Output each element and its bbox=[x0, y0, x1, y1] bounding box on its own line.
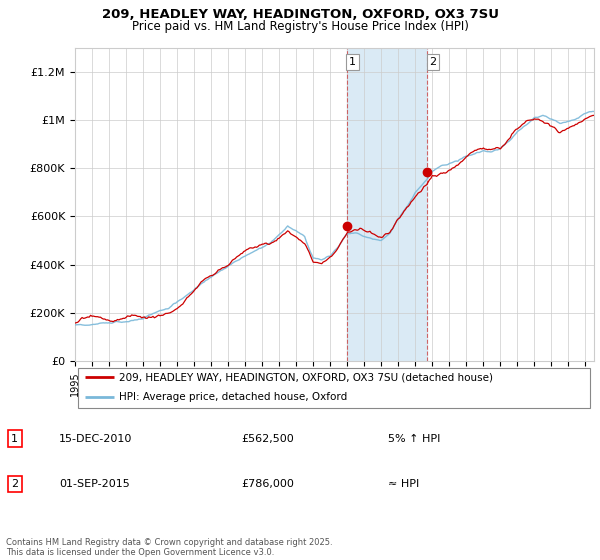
Text: 2: 2 bbox=[429, 57, 436, 67]
Text: 209, HEADLEY WAY, HEADINGTON, OXFORD, OX3 7SU: 209, HEADLEY WAY, HEADINGTON, OXFORD, OX… bbox=[101, 8, 499, 21]
Text: £786,000: £786,000 bbox=[241, 479, 294, 489]
Bar bbox=[347, 48, 427, 361]
Text: 2: 2 bbox=[11, 479, 19, 489]
Text: 209, HEADLEY WAY, HEADINGTON, OXFORD, OX3 7SU (detached house): 209, HEADLEY WAY, HEADINGTON, OXFORD, OX… bbox=[119, 372, 493, 382]
Text: 1: 1 bbox=[349, 57, 356, 67]
Text: ≈ HPI: ≈ HPI bbox=[388, 479, 419, 489]
Text: Contains HM Land Registry data © Crown copyright and database right 2025.
This d: Contains HM Land Registry data © Crown c… bbox=[6, 538, 332, 557]
Text: 01-SEP-2015: 01-SEP-2015 bbox=[59, 479, 130, 489]
Text: Price paid vs. HM Land Registry's House Price Index (HPI): Price paid vs. HM Land Registry's House … bbox=[131, 20, 469, 32]
Text: HPI: Average price, detached house, Oxford: HPI: Average price, detached house, Oxfo… bbox=[119, 392, 347, 402]
Text: £562,500: £562,500 bbox=[241, 434, 294, 444]
Text: 1: 1 bbox=[11, 434, 19, 444]
FancyBboxPatch shape bbox=[77, 367, 590, 408]
Text: 5% ↑ HPI: 5% ↑ HPI bbox=[388, 434, 440, 444]
Text: 15-DEC-2010: 15-DEC-2010 bbox=[59, 434, 132, 444]
